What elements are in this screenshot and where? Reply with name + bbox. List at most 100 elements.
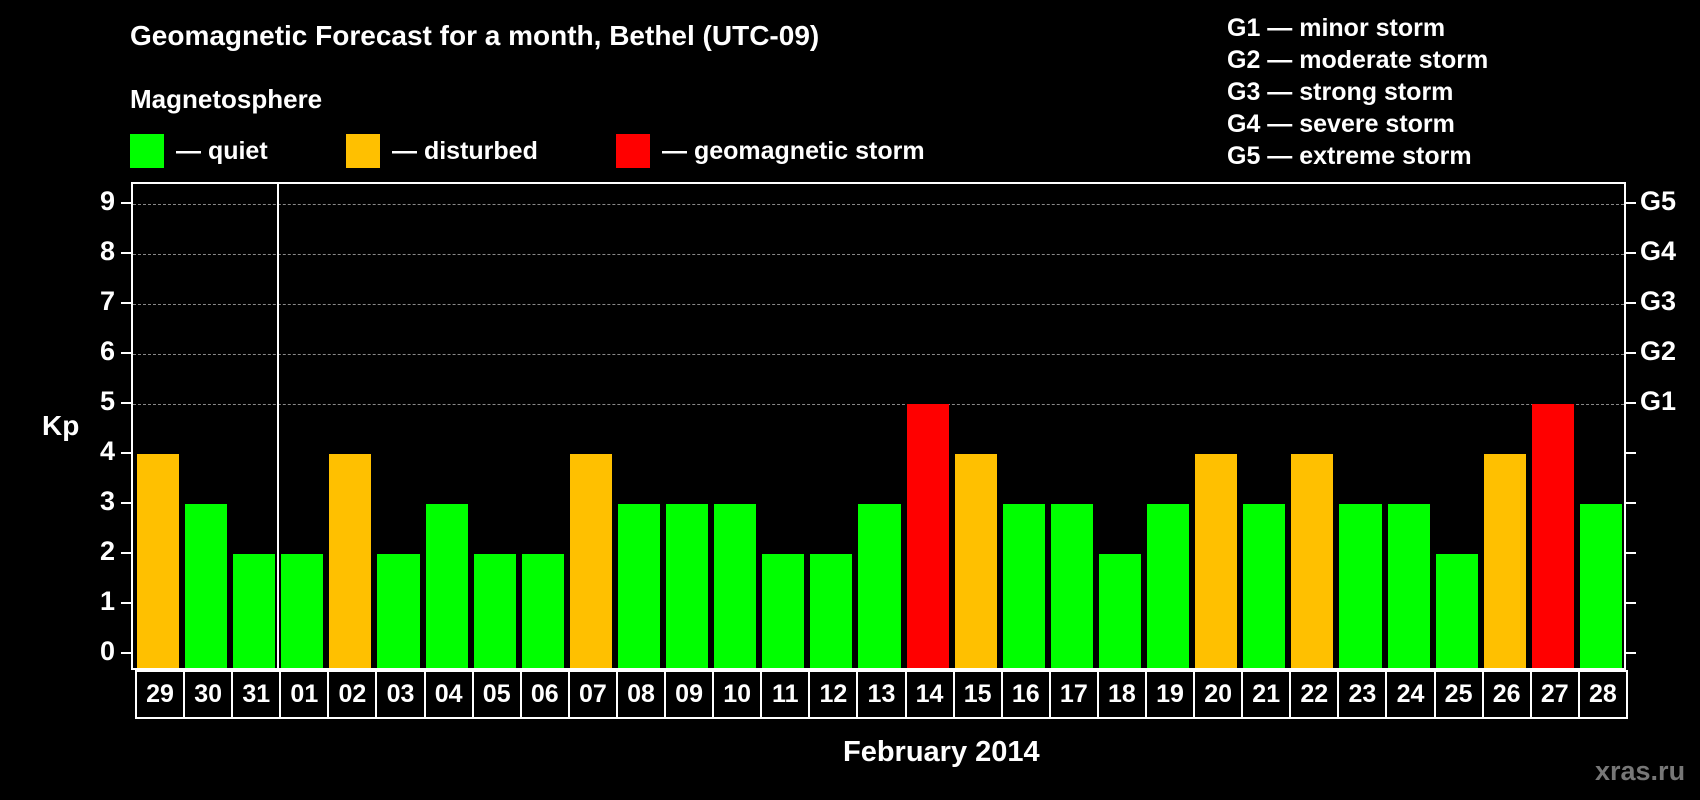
y-tick-label: 5: [99, 386, 115, 416]
date-cell-07: 07: [570, 672, 618, 717]
date-cell-28: 28: [1580, 672, 1628, 717]
y-tick-label: 6: [99, 336, 115, 366]
legend-storm-label: — geomagnetic storm: [662, 136, 925, 165]
y-tick-label: 9: [99, 186, 115, 216]
right-tick: [1626, 402, 1636, 404]
legend-storm: — geomagnetic storm: [616, 134, 925, 168]
date-cell-20: 20: [1195, 672, 1244, 717]
date-cell-24: 24: [1387, 672, 1436, 717]
bar-23: [1339, 504, 1382, 668]
legend-quiet: — quiet: [130, 134, 268, 168]
g-level-label: G2: [1640, 336, 1677, 366]
date-cell-17: 17: [1051, 672, 1099, 717]
y-tick: [121, 252, 131, 254]
g-level-label: G5: [1640, 186, 1677, 216]
month-separator: [277, 184, 280, 668]
date-cell-10: 10: [714, 672, 763, 717]
g3-legend: G3 — strong storm: [1227, 78, 1454, 106]
y-tick-label: 3: [99, 486, 115, 516]
bar-04: [425, 504, 468, 668]
date-cell-03: 03: [377, 672, 426, 717]
y-tick-label: 0: [99, 636, 115, 666]
g-level-label: G1: [1640, 386, 1677, 416]
right-tick: [1626, 502, 1636, 504]
legend-quiet-label: — quiet: [176, 136, 268, 165]
bar-11: [762, 554, 805, 668]
gridline: [133, 354, 1624, 355]
bar-15: [954, 454, 997, 668]
chart-title: Geomagnetic Forecast for a month, Bethel…: [130, 20, 820, 51]
bar-13: [858, 504, 901, 668]
date-cell-29: 29: [137, 672, 186, 717]
y-tick: [121, 502, 131, 504]
date-cell-26: 26: [1484, 672, 1532, 717]
date-cell-09: 09: [666, 672, 715, 717]
date-cell-27: 27: [1532, 672, 1580, 717]
date-cell-19: 19: [1147, 672, 1196, 717]
g-scale-legend: G1 — minor storm G2 — moderate storm G3 …: [1227, 12, 1488, 172]
date-cell-16: 16: [1003, 672, 1051, 717]
plot-area: [131, 182, 1626, 670]
y-tick: [121, 452, 131, 454]
date-cell-21: 21: [1243, 672, 1292, 717]
bar-02: [329, 454, 372, 668]
date-cell-14: 14: [907, 672, 955, 717]
gridline: [133, 204, 1624, 205]
bar-27: [1531, 404, 1574, 668]
date-cell-30: 30: [185, 672, 234, 717]
legend-heading: Magnetosphere: [130, 84, 323, 114]
bar-17: [1050, 504, 1093, 668]
bar-24: [1387, 504, 1430, 668]
x-axis-label: February 2014: [843, 736, 1040, 768]
gridline: [133, 304, 1624, 305]
date-cell-12: 12: [810, 672, 859, 717]
y-tick: [121, 402, 131, 404]
date-cell-15: 15: [955, 672, 1003, 717]
date-cell-02: 02: [329, 672, 378, 717]
date-row: 29 30 31 01 02 03 04 05 06 07 08 09 10 11 12 13 14 15 16 17…: [135, 670, 1628, 719]
bar-21: [1243, 504, 1286, 668]
bar-08: [617, 504, 661, 668]
bar-14: [906, 404, 949, 668]
y-tick-label: 8: [99, 236, 115, 266]
date-cell-18: 18: [1099, 672, 1147, 717]
bar-10: [714, 504, 757, 668]
y-axis-label: Kp: [42, 410, 80, 441]
storm-swatch-icon: [616, 134, 650, 168]
gridline: [133, 254, 1624, 255]
date-cell-08: 08: [618, 672, 667, 717]
bar-28: [1579, 504, 1622, 668]
y-tick: [121, 302, 131, 304]
g-level-label: G4: [1640, 236, 1677, 266]
date-cell-13: 13: [858, 672, 907, 717]
y-tick: [121, 202, 131, 204]
right-tick: [1626, 252, 1636, 254]
y-tick-label: 4: [99, 436, 115, 466]
bar-30: [185, 504, 228, 668]
y-tick: [121, 352, 131, 354]
date-cell-06: 06: [522, 672, 570, 717]
g4-legend: G4 — severe storm: [1227, 110, 1455, 138]
watermark: xras.ru: [1595, 756, 1686, 786]
right-tick: [1626, 202, 1636, 204]
y-tick: [121, 652, 131, 654]
y-tick-label: 1: [99, 586, 115, 616]
date-cell-04: 04: [426, 672, 474, 717]
right-tick: [1626, 352, 1636, 354]
right-tick: [1626, 652, 1636, 654]
quiet-swatch-icon: [130, 134, 164, 168]
right-tick: [1626, 452, 1636, 454]
bar-05: [473, 554, 516, 668]
g2-legend: G2 — moderate storm: [1227, 46, 1489, 74]
date-cell-11: 11: [762, 672, 811, 717]
legend-disturbed-label: — disturbed: [392, 136, 538, 165]
bar-16: [1002, 504, 1045, 668]
bar-19: [1147, 504, 1190, 668]
date-cell-23: 23: [1339, 672, 1388, 717]
bar-06: [521, 554, 564, 668]
gridline: [133, 404, 1624, 405]
right-tick: [1626, 602, 1636, 604]
bar-20: [1195, 454, 1238, 668]
date-cell-22: 22: [1291, 672, 1340, 717]
bar-18: [1098, 554, 1142, 668]
